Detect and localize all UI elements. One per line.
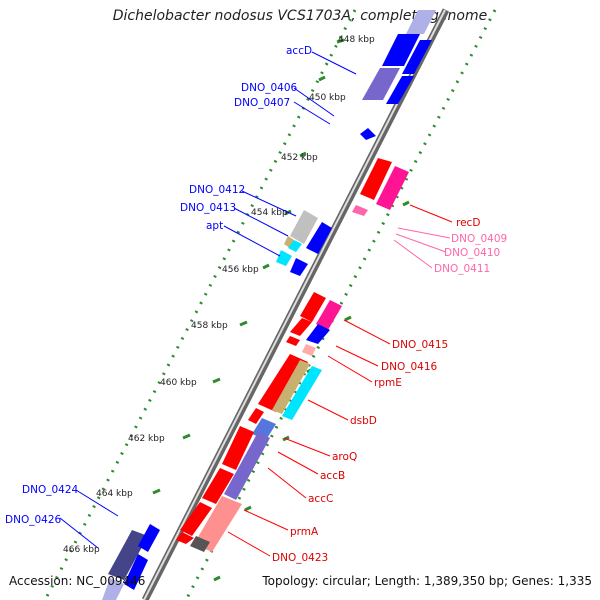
- gene-label-prmA[interactable]: prmA: [290, 526, 319, 538]
- kbp-label-458: 458 kbp: [191, 321, 228, 331]
- gene-label-DNO_0413[interactable]: DNO_0413: [180, 202, 236, 214]
- gene-label-recD[interactable]: recD: [456, 217, 480, 229]
- inner-dotted-track: [43, 9, 357, 600]
- kbp-label-456: 456 kbp: [222, 265, 259, 275]
- gene-label-DNO_0416[interactable]: DNO_0416: [381, 361, 437, 373]
- kbp-label-448: 448 kbp: [338, 35, 375, 45]
- gene-block-accD[interactable]: [362, 10, 436, 104]
- kbp-label-466: 466 kbp: [63, 545, 100, 555]
- kbp-tick-marks: [126, 38, 345, 550]
- outer-dotted-track: [184, 9, 497, 600]
- gene-label-apt[interactable]: apt: [206, 220, 223, 232]
- gene-block-DNO_0415[interactable]: [286, 292, 342, 356]
- gene-label-DNO_0411[interactable]: DNO_0411: [434, 263, 490, 275]
- gene-label-dsbD[interactable]: dsbD: [350, 415, 377, 427]
- gene-label-aroQ[interactable]: aroQ: [332, 451, 357, 463]
- label-connectors: [59, 51, 453, 557]
- accession-text: Accession: NC_009446: [9, 574, 146, 588]
- gene-label-rpmE[interactable]: rpmE: [374, 377, 402, 389]
- gene-label-DNO_0406[interactable]: DNO_0406: [241, 82, 297, 94]
- kbp-label-454: 454 kbp: [251, 208, 288, 218]
- gene-label-accD[interactable]: accD: [286, 45, 312, 57]
- kbp-label-450: 450 kbp: [309, 93, 346, 103]
- map-title: Dichelobacter nodosus VCS1703A, complete…: [112, 8, 488, 24]
- gene-block-dsbD[interactable]: [248, 354, 322, 424]
- gene-label-DNO_0410[interactable]: DNO_0410: [444, 247, 500, 259]
- gene-label-DNO_0407[interactable]: DNO_0407: [234, 97, 290, 109]
- gene-label-accB[interactable]: accB: [320, 470, 345, 482]
- gene-block-DNO_0426[interactable]: [102, 524, 160, 600]
- gene-label-DNO_0412[interactable]: DNO_0412: [189, 184, 245, 196]
- kbp-label-452: 452 kbp: [281, 153, 318, 163]
- kbp-label-464: 464 kbp: [96, 489, 133, 499]
- gene-block-apt[interactable]: [276, 210, 332, 276]
- gene-label-DNO_0424[interactable]: DNO_0424: [22, 484, 78, 496]
- kbp-label-460: 460 kbp: [160, 378, 197, 388]
- gene-label-DNO_0426[interactable]: DNO_0426: [5, 514, 61, 526]
- gene-label-accC[interactable]: accC: [308, 493, 333, 505]
- gene-label-DNO_0415[interactable]: DNO_0415: [392, 339, 448, 351]
- gene-block-accC[interactable]: [176, 418, 276, 552]
- genome-backbone-highlight: [143, 9, 446, 600]
- kbp-label-462: 462 kbp: [128, 434, 165, 444]
- outer-track-ticks: [213, 200, 410, 582]
- gene-DNO_0407-arrow[interactable]: [360, 128, 376, 140]
- genome-summary-text: Topology: circular; Length: 1,389,350 bp…: [262, 574, 592, 588]
- gene-block-recD[interactable]: [352, 158, 409, 216]
- gene-label-DNO_0409[interactable]: DNO_0409: [451, 233, 507, 245]
- gene-label-DNO_0423[interactable]: DNO_0423: [272, 552, 328, 564]
